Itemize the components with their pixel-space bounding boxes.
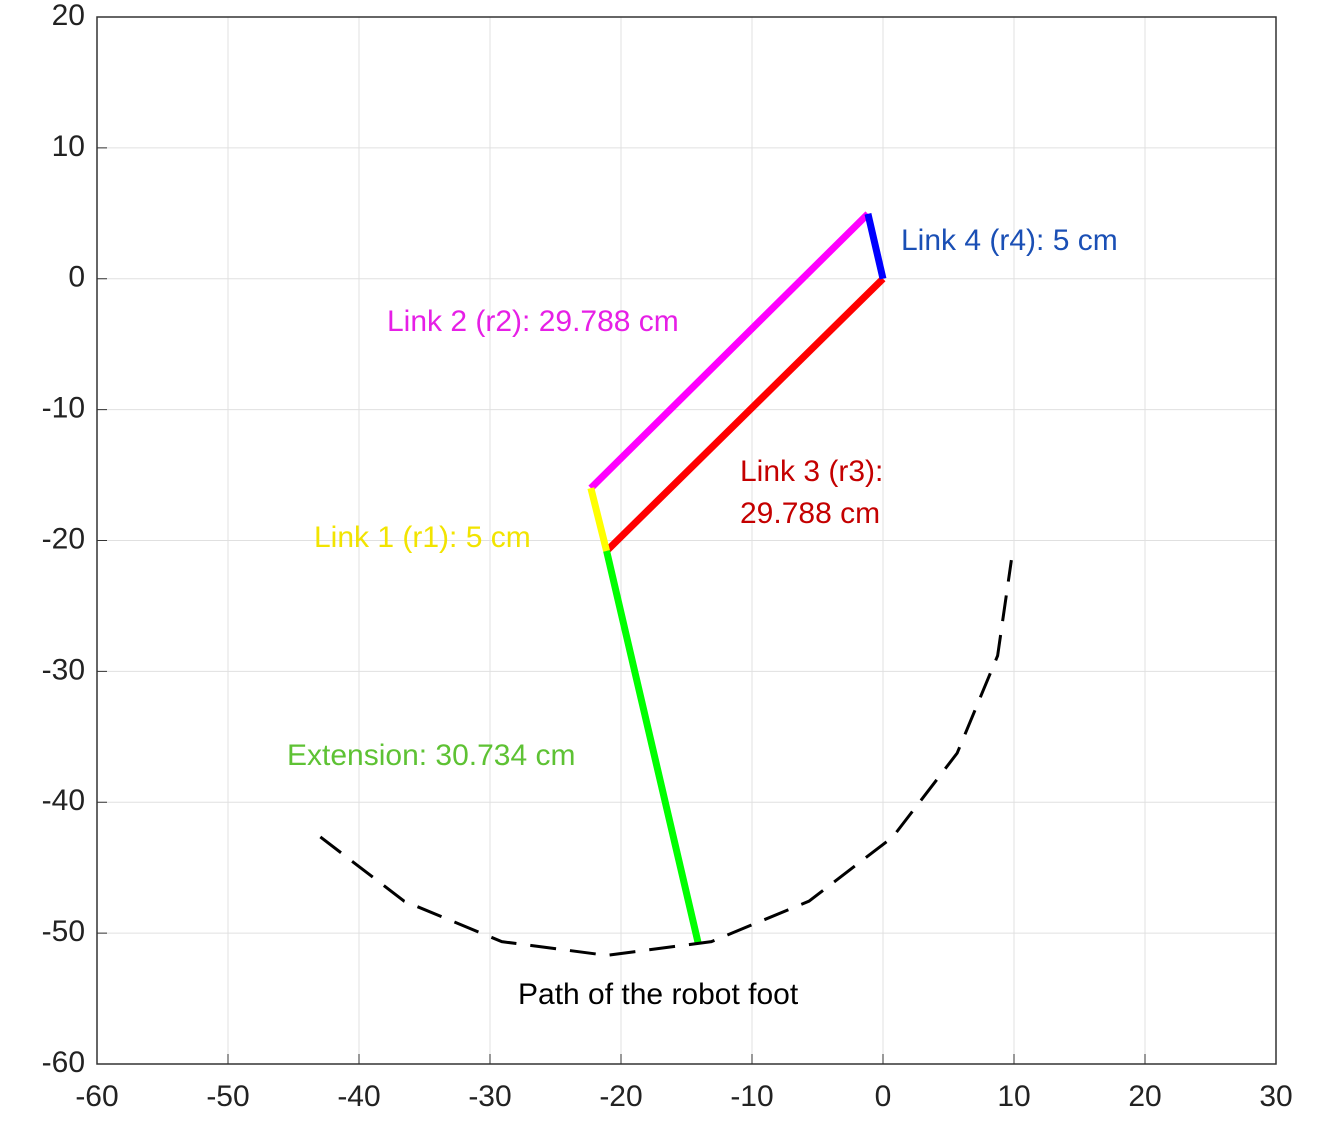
y-tick-label: -40 bbox=[42, 784, 85, 817]
link bbox=[604, 276, 886, 554]
x-tick-label: -20 bbox=[599, 1080, 642, 1113]
x-tick-label: 10 bbox=[997, 1080, 1030, 1113]
x-tick-label: 0 bbox=[875, 1080, 892, 1113]
y-tick-label: 0 bbox=[68, 261, 85, 294]
annotation: Path of the robot foot bbox=[518, 978, 799, 1011]
y-tick-label: 10 bbox=[52, 130, 85, 163]
x-tick-label: 20 bbox=[1128, 1080, 1161, 1113]
link bbox=[587, 487, 610, 552]
annotation: Link 2 (r2): 29.788 cm bbox=[387, 305, 679, 338]
y-tick-label: 20 bbox=[52, 0, 85, 32]
x-tick-label: -60 bbox=[75, 1080, 118, 1113]
link bbox=[864, 213, 887, 280]
y-tick-label: -20 bbox=[42, 522, 85, 555]
y-tick-label: -10 bbox=[42, 392, 85, 425]
annotation: 29.788 cm bbox=[740, 497, 880, 530]
annotation: Extension: 30.734 cm bbox=[287, 739, 576, 772]
plot-border bbox=[96, 16, 1277, 1065]
x-tick-label: -10 bbox=[730, 1080, 773, 1113]
y-tick-label: -60 bbox=[42, 1046, 85, 1079]
y-tick-label: -50 bbox=[42, 915, 85, 948]
y-tick-label: -30 bbox=[42, 653, 85, 686]
x-tick-label: -30 bbox=[468, 1080, 511, 1113]
link bbox=[588, 211, 871, 491]
annotation: Link 4 (r4): 5 cm bbox=[901, 224, 1118, 257]
x-tick-label: -50 bbox=[206, 1080, 249, 1113]
annotation: Link 1 (r1): 5 cm bbox=[314, 521, 531, 554]
x-tick-label: 30 bbox=[1259, 1080, 1292, 1113]
x-tick-label: -40 bbox=[337, 1080, 380, 1113]
annotation: Link 3 (r3): bbox=[740, 455, 883, 488]
link bbox=[603, 550, 702, 945]
